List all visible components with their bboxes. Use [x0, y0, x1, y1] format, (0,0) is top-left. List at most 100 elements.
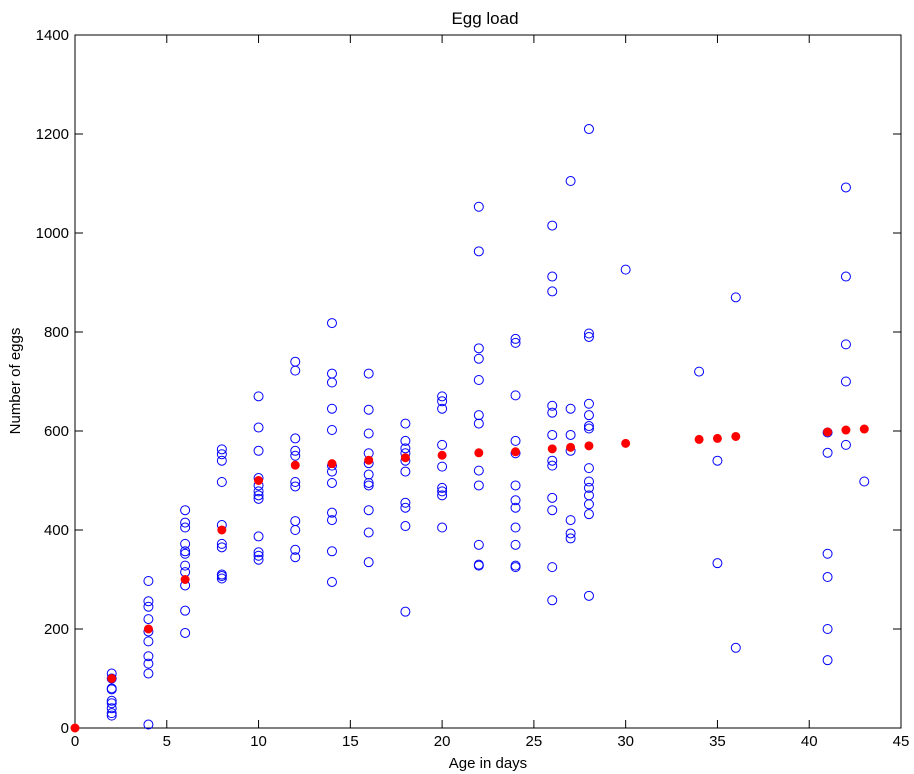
data-point — [106, 708, 117, 719]
mean-point — [290, 460, 300, 470]
data-point — [822, 655, 833, 666]
data-point — [143, 668, 154, 679]
data-point — [106, 695, 117, 706]
y-tick-label: 200 — [44, 621, 69, 638]
data-point — [143, 658, 154, 669]
data-point — [583, 476, 594, 487]
data-point — [180, 505, 191, 516]
data-point — [712, 558, 723, 569]
data-point — [216, 449, 227, 460]
data-point — [143, 636, 154, 647]
mean-point — [437, 450, 447, 460]
x-tick-label: 25 — [526, 733, 543, 750]
data-point — [326, 425, 337, 436]
data-point — [400, 606, 411, 617]
data-point — [216, 542, 227, 553]
data-point — [290, 516, 301, 527]
data-point — [363, 527, 374, 538]
data-point — [547, 595, 558, 606]
data-point — [822, 548, 833, 559]
mean-point — [841, 425, 851, 435]
data-point — [143, 614, 154, 625]
data-point — [473, 353, 484, 364]
data-point — [712, 455, 723, 466]
data-point — [565, 528, 576, 539]
x-tick-label: 40 — [801, 733, 818, 750]
data-point — [473, 375, 484, 386]
mean-point — [859, 424, 869, 434]
data-point — [400, 435, 411, 446]
data-point — [583, 590, 594, 601]
mean-point — [364, 455, 374, 465]
data-point — [326, 477, 337, 488]
data-point — [583, 410, 594, 421]
data-point — [106, 698, 117, 709]
y-tick-label: 400 — [44, 522, 69, 539]
data-point — [583, 482, 594, 493]
data-point — [326, 576, 337, 587]
data-point — [143, 596, 154, 607]
data-point — [363, 477, 374, 488]
data-point — [216, 476, 227, 487]
data-point — [290, 525, 301, 535]
mean-point — [107, 674, 117, 683]
data-point — [253, 550, 264, 561]
data-point — [510, 562, 521, 573]
data-point — [510, 522, 521, 533]
data-point — [143, 651, 154, 662]
mean-point — [180, 575, 190, 584]
data-point — [290, 450, 301, 461]
data-point — [326, 403, 337, 414]
data-point — [106, 710, 117, 721]
data-point — [473, 246, 484, 257]
data-point — [473, 410, 484, 421]
data-point — [400, 443, 411, 454]
data-point — [363, 368, 374, 379]
x-tick-label: 15 — [342, 733, 359, 750]
data-point — [400, 502, 411, 513]
data-point — [510, 495, 521, 506]
data-point — [565, 403, 576, 414]
data-point — [694, 366, 705, 377]
data-point — [253, 486, 264, 497]
data-point — [326, 507, 337, 518]
data-point — [216, 573, 227, 584]
mean-point — [731, 431, 741, 441]
data-point — [216, 571, 227, 582]
data-point — [290, 433, 301, 444]
data-point — [565, 515, 576, 526]
data-point — [583, 423, 594, 434]
data-point — [290, 476, 301, 487]
data-point — [547, 407, 558, 418]
data-point — [510, 539, 521, 550]
data-point — [290, 544, 301, 555]
x-tick-label: 5 — [163, 733, 171, 750]
data-point — [547, 220, 558, 231]
data-point — [180, 517, 191, 528]
data-point — [547, 400, 558, 411]
data-point — [473, 465, 484, 476]
x-tick-label: 10 — [250, 733, 267, 750]
data-point — [400, 497, 411, 508]
data-point — [363, 480, 374, 491]
data-point — [253, 531, 264, 542]
data-point — [326, 368, 337, 379]
data-point — [473, 560, 484, 571]
data-point — [859, 476, 870, 487]
data-point — [253, 547, 264, 558]
data-point — [510, 435, 521, 446]
data-point — [106, 684, 117, 695]
data-point — [326, 377, 337, 388]
data-point — [326, 318, 337, 329]
mean-point — [621, 438, 631, 448]
data-point — [363, 557, 374, 568]
data-point — [547, 286, 558, 297]
data-point — [583, 398, 594, 409]
data-point — [583, 331, 594, 342]
data-point — [143, 575, 154, 586]
data-point — [363, 505, 374, 516]
data-point — [253, 445, 264, 456]
y-axis-label: Number of eggs — [7, 328, 24, 435]
data-point — [437, 486, 448, 497]
data-point — [473, 201, 484, 212]
